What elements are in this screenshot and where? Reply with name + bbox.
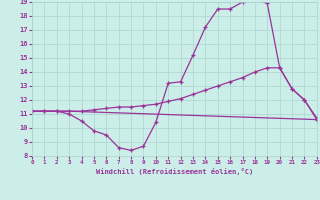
X-axis label: Windchill (Refroidissement éolien,°C): Windchill (Refroidissement éolien,°C) [96,168,253,175]
